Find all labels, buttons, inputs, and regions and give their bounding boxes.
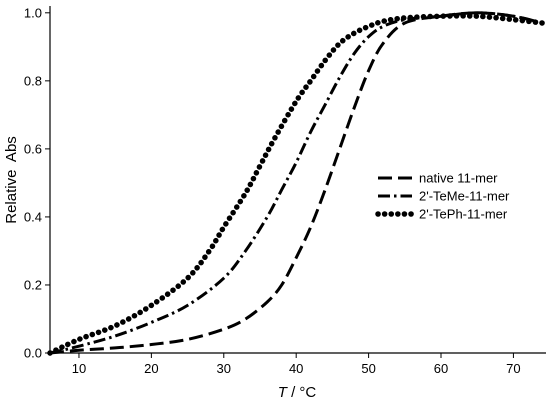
- chart-ticks: 10 20 30 40 50 60 70 0.0 0.2 0.4 0.6 0.8 1.0: [24, 5, 521, 376]
- x-tick-label: 60: [434, 361, 448, 376]
- y-tick-label: 0.4: [24, 209, 42, 224]
- y-tick-label: 0.0: [24, 346, 42, 361]
- series-line-3: [47, 13, 546, 356]
- legend-label-1: native 11-mer: [419, 171, 498, 186]
- x-tick-label: 30: [217, 361, 231, 376]
- x-axis-label-unit: / °C: [287, 384, 317, 401]
- y-tick-label: 1.0: [24, 5, 42, 20]
- x-tick-label: 10: [72, 361, 86, 376]
- x-tick-label: 70: [506, 361, 520, 376]
- chart-series-layer: [47, 11, 546, 356]
- x-axis-label-symbol: T: [278, 384, 289, 401]
- y-tick-label: 0.2: [24, 277, 42, 292]
- y-tick-label: 0.6: [24, 141, 42, 156]
- chart-legend: native 11-mer 2'-TeMe-11-mer 2'-TePh-11-me…: [375, 171, 510, 222]
- y-axis-label: Relative Abs: [3, 136, 20, 224]
- legend-label-2: 2'-TeMe-11-mer: [419, 189, 510, 204]
- x-tick-label: 50: [361, 361, 375, 376]
- legend-label-3: 2'-TePh-11-mer: [419, 207, 508, 222]
- y-tick-label: 0.8: [24, 73, 42, 88]
- x-tick-label: 40: [289, 361, 303, 376]
- x-tick-label: 20: [144, 361, 158, 376]
- chart-axes: [49, 6, 546, 354]
- x-axis-label: T / °C: [278, 384, 317, 401]
